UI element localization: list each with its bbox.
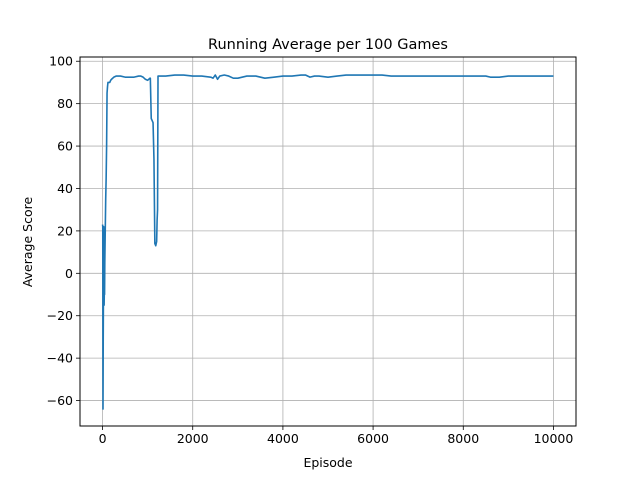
y-tick-label: −20: [47, 308, 73, 323]
x-tick-label: 4000: [267, 431, 299, 446]
series-layer: [101, 74, 554, 410]
x-tick-label: 2000: [177, 431, 209, 446]
y-tick-label: 100: [49, 54, 73, 69]
series-line-0: [101, 74, 554, 410]
y-tick-label: −60: [47, 393, 73, 408]
y-axis-ticks: −60 −40 −20 0 20 40 60 80 100: [47, 54, 80, 408]
y-tick-label: 60: [57, 139, 73, 154]
y-axis-label: Average Score: [20, 197, 35, 288]
x-axis-ticks: 0 2000 4000 6000 8000 10000: [99, 426, 574, 446]
x-tick-label: 8000: [447, 431, 479, 446]
chart-title: Running Average per 100 Games: [208, 37, 448, 53]
plot-frame: [79, 56, 577, 427]
x-axis-label: Episode: [303, 455, 352, 470]
x-tick-label: 6000: [357, 431, 389, 446]
y-tick-label: −40: [47, 351, 73, 366]
grid: [80, 57, 576, 426]
x-tick-label: 0: [99, 431, 107, 446]
y-tick-label: 20: [57, 223, 73, 238]
y-tick-label: 80: [57, 96, 73, 111]
y-tick-label: 40: [57, 181, 73, 196]
y-tick-label: 0: [65, 266, 73, 281]
x-tick-label: 10000: [534, 431, 574, 446]
